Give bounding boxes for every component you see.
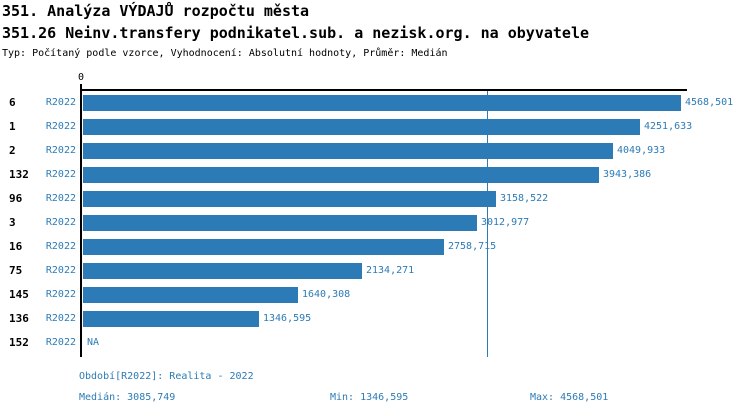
row-rank-label: 75 [9, 264, 23, 277]
row-rank-label: 1 [9, 120, 16, 133]
page-title: 351. Analýza VÝDAJŮ rozpočtu města [2, 2, 310, 20]
chart-row: 152 R2022 NA [0, 335, 750, 351]
value-label: 4568,501 [685, 97, 734, 108]
chart-row: 2 R2022 4049,933 [0, 143, 750, 159]
chart-meta-info: Typ: Počítaný podle vzorce, Vyhodnocení:… [2, 48, 448, 59]
value-bar [83, 311, 259, 327]
value-label: 2758,715 [448, 241, 497, 252]
chart-row: 96 R2022 3158,522 [0, 191, 750, 207]
median-reference-line [487, 91, 488, 357]
chart-row: 136 R2022 1346,595 [0, 311, 750, 327]
chart-row: 75 R2022 2134,271 [0, 263, 750, 279]
row-period-label: R2022 [45, 241, 76, 252]
x-axis-line [80, 89, 687, 91]
value-bar [83, 215, 477, 231]
row-period-label: R2022 [45, 217, 76, 228]
row-rank-label: 16 [9, 240, 23, 253]
value-bar [83, 239, 444, 255]
row-period-label: R2022 [45, 313, 76, 324]
row-period-label: R2022 [45, 289, 76, 300]
value-label: 2134,271 [366, 265, 415, 276]
row-period-label: R2022 [45, 121, 76, 132]
chart-row: 145 R2022 1640,308 [0, 287, 750, 303]
chart-row: 1 R2022 4251,633 [0, 119, 750, 135]
value-label: 1640,308 [302, 289, 351, 300]
row-rank-label: 3 [9, 216, 16, 229]
row-rank-label: 152 [9, 336, 29, 349]
value-label: 3012,977 [481, 217, 530, 228]
row-rank-label: 132 [9, 168, 29, 181]
value-label: 4049,933 [617, 145, 666, 156]
value-bar [83, 263, 362, 279]
x-axis-zero-tick-label: 0 [77, 72, 85, 83]
row-period-label: R2022 [45, 265, 76, 276]
row-period-label: R2022 [45, 193, 76, 204]
row-period-label: R2022 [45, 337, 76, 348]
row-period-label: R2022 [45, 97, 76, 108]
indicator-title: 351.26 Neinv.transfery podnikatel.sub. a… [2, 24, 589, 42]
value-bar [83, 191, 496, 207]
chart-row: 16 R2022 2758,715 [0, 239, 750, 255]
chart-row: 6 R2022 4568,501 [0, 95, 750, 111]
row-rank-label: 6 [9, 96, 16, 109]
value-bar [83, 143, 613, 159]
chart-row: 132 R2022 3943,386 [0, 167, 750, 183]
chart-row: 3 R2022 3012,977 [0, 215, 750, 231]
footer-median-stat: Medián: 3085,749 [79, 392, 176, 403]
row-rank-label: 2 [9, 144, 16, 157]
footer-period-info: Období[R2022]: Realita - 2022 [79, 371, 254, 382]
x-axis-tick-mark [80, 84, 82, 90]
value-label: 3158,522 [500, 193, 549, 204]
row-rank-label: 145 [9, 288, 29, 301]
value-label: 1346,595 [263, 313, 312, 324]
footer-min-stat: Min: 1346,595 [330, 392, 409, 403]
value-label: 4251,633 [644, 121, 693, 132]
row-period-label: R2022 [45, 169, 76, 180]
value-bar [83, 167, 599, 183]
value-bar [83, 119, 640, 135]
row-period-label: R2022 [45, 145, 76, 156]
row-rank-label: 136 [9, 312, 29, 325]
value-label: 3943,386 [603, 169, 652, 180]
value-bar [83, 95, 681, 111]
footer-max-stat: Max: 4568,501 [530, 392, 609, 403]
y-axis-line [80, 89, 82, 357]
row-rank-label: 96 [9, 192, 23, 205]
value-label: NA [87, 337, 100, 348]
value-bar [83, 287, 298, 303]
